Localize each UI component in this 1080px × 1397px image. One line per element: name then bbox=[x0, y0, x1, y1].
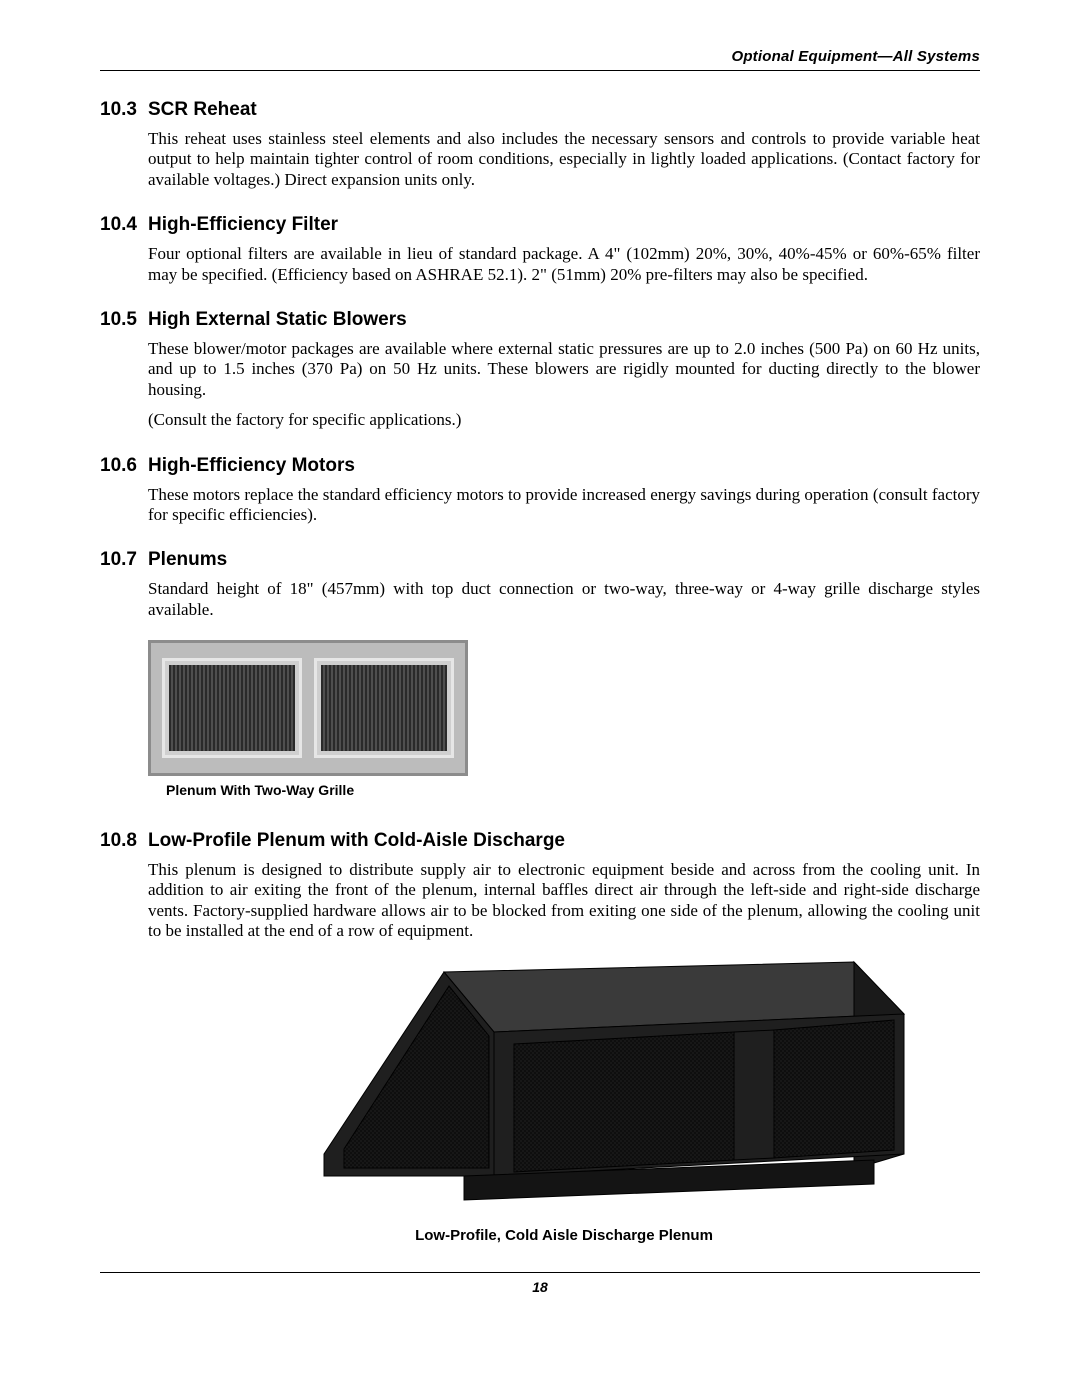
section-number: 10.8 bbox=[100, 830, 148, 852]
section-title: High External Static Blowers bbox=[148, 309, 980, 331]
section-title: High-Efficiency Motors bbox=[148, 455, 980, 477]
section-body: This reheat uses stainless steel element… bbox=[148, 129, 980, 190]
section-10-8: 10.8 Low-Profile Plenum with Cold-Aisle … bbox=[100, 830, 980, 852]
paragraph: This reheat uses stainless steel element… bbox=[148, 129, 980, 190]
section-body: Standard height of 18" (457mm) with top … bbox=[148, 579, 980, 620]
section-title: Plenums bbox=[148, 549, 980, 571]
footer-rule bbox=[100, 1272, 980, 1273]
paragraph: Standard height of 18" (457mm) with top … bbox=[148, 579, 980, 620]
section-number: 10.4 bbox=[100, 214, 148, 236]
section-body: This plenum is designed to distribute su… bbox=[148, 860, 980, 942]
grille-icon bbox=[314, 658, 454, 758]
plenum-box-icon bbox=[148, 640, 468, 776]
low-profile-plenum-icon bbox=[214, 954, 914, 1214]
paragraph: These motors replace the standard effici… bbox=[148, 485, 980, 526]
section-10-5: 10.5 High External Static Blowers bbox=[100, 309, 980, 331]
figure-caption: Plenum With Two-Way Grille bbox=[166, 782, 468, 798]
section-number: 10.6 bbox=[100, 455, 148, 477]
section-title: SCR Reheat bbox=[148, 99, 980, 121]
figure-low-profile-plenum: Low-Profile, Cold Aisle Discharge Plenum bbox=[148, 954, 980, 1244]
paragraph: Four optional filters are available in l… bbox=[148, 244, 980, 285]
paragraph: This plenum is designed to distribute su… bbox=[148, 860, 980, 942]
document-page: Optional Equipment—All Systems 10.3 SCR … bbox=[0, 0, 1080, 1397]
header-right-label: Optional Equipment—All Systems bbox=[100, 48, 980, 65]
section-10-6: 10.6 High-Efficiency Motors bbox=[100, 455, 980, 477]
section-10-3: 10.3 SCR Reheat bbox=[100, 99, 980, 121]
section-body: These blower/motor packages are availabl… bbox=[148, 339, 980, 431]
section-body: These motors replace the standard effici… bbox=[148, 485, 980, 526]
section-number: 10.7 bbox=[100, 549, 148, 571]
page-number: 18 bbox=[100, 1279, 980, 1295]
figure-plenum-two-way: Plenum With Two-Way Grille bbox=[148, 640, 468, 798]
section-title: High-Efficiency Filter bbox=[148, 214, 980, 236]
section-10-7: 10.7 Plenums bbox=[100, 549, 980, 571]
grille-icon bbox=[162, 658, 302, 758]
paragraph: These blower/motor packages are availabl… bbox=[148, 339, 980, 400]
section-body: Four optional filters are available in l… bbox=[148, 244, 980, 285]
header-rule bbox=[100, 70, 980, 71]
section-number: 10.5 bbox=[100, 309, 148, 331]
paragraph: (Consult the factory for specific applic… bbox=[148, 410, 980, 430]
section-title: Low-Profile Plenum with Cold-Aisle Disch… bbox=[148, 830, 980, 852]
section-number: 10.3 bbox=[100, 99, 148, 121]
figure-caption: Low-Profile, Cold Aisle Discharge Plenum bbox=[148, 1227, 980, 1244]
section-10-4: 10.4 High-Efficiency Filter bbox=[100, 214, 980, 236]
